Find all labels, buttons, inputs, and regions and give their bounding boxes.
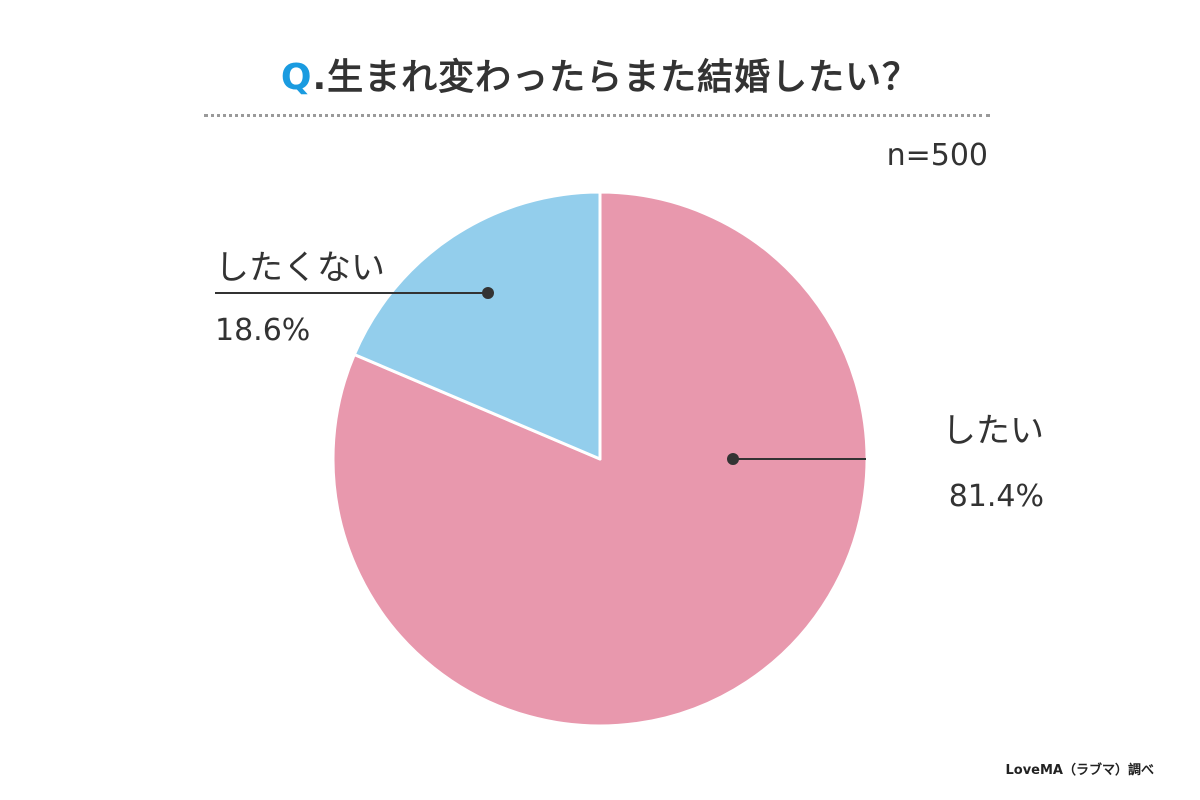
- title-q-mark: Q: [280, 57, 313, 98]
- leader-dot-no: [482, 287, 494, 299]
- title-divider: [204, 114, 990, 117]
- slice-value-no: 18.6%: [215, 313, 310, 348]
- leader-dot-yes: [727, 453, 739, 465]
- chart-title: Q.生まれ変わったらまた結婚したい？: [0, 48, 1200, 100]
- slice-value-yes: 81.4%: [949, 479, 1044, 514]
- slice-label-yes: したい: [942, 411, 1044, 451]
- source-credit: LoveMA（ラブマ）調べ: [1005, 763, 1154, 778]
- title-question: .生まれ変わったらまた結婚したい？: [312, 57, 920, 98]
- slice-label-no: したくない: [215, 248, 385, 288]
- sample-size: n=500: [886, 138, 988, 173]
- pie-slice-no: [352, 190, 602, 461]
